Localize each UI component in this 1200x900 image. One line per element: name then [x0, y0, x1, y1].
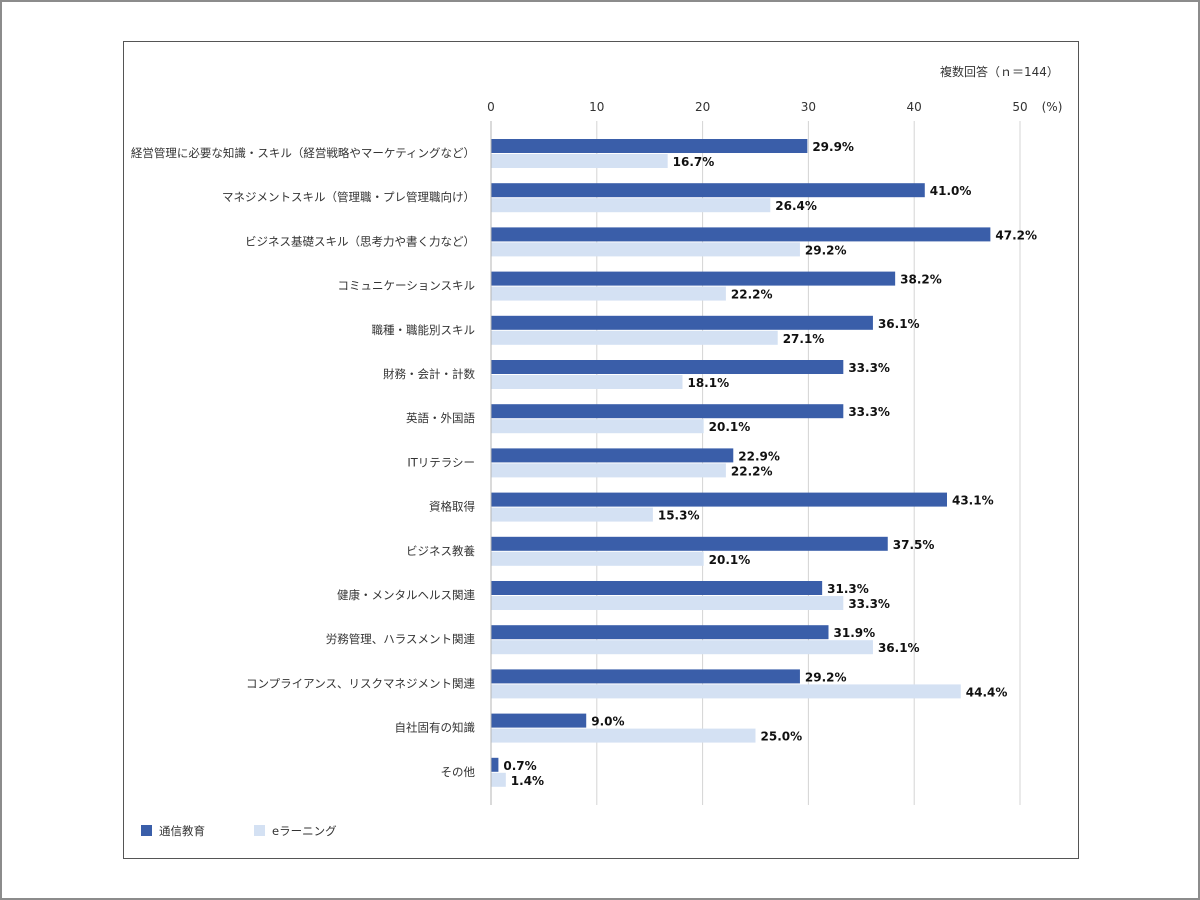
bar-series2: [491, 375, 683, 389]
data-label-series2: 15.3%: [658, 509, 700, 523]
bar-series1: [491, 183, 925, 198]
data-label-series2: 22.2%: [731, 288, 773, 302]
data-label-series1: 31.3%: [827, 582, 869, 596]
data-label-series1: 43.1%: [952, 494, 994, 508]
x-tick-label: 20: [695, 100, 710, 114]
data-label-series2: 25.0%: [761, 730, 803, 744]
data-label-series2: 20.1%: [709, 420, 751, 434]
bar-series1: [491, 227, 991, 242]
category-label: その他: [441, 765, 476, 779]
bar-series2: [491, 242, 800, 257]
data-label-series2: 33.3%: [848, 597, 890, 611]
bar-series1: [491, 492, 947, 507]
data-label-series2: 20.1%: [709, 553, 751, 567]
bar-series1: [491, 404, 844, 419]
category-label: 英語・外国語: [406, 411, 475, 425]
bar-series1: [491, 271, 896, 286]
data-label-series1: 37.5%: [893, 538, 935, 552]
bar-series1: [491, 581, 823, 595]
bar-series2: [491, 463, 726, 478]
data-label-series1: 22.9%: [738, 449, 780, 463]
category-label: 財務・会計・計数: [383, 367, 475, 381]
bar-series1: [491, 448, 734, 463]
bar-series1: [491, 625, 829, 640]
data-label-series1: 36.1%: [878, 317, 920, 331]
category-label: 職種・職能別スキル: [372, 323, 476, 337]
category-label: ビジネス基礎スキル（思考力や書く力など）: [245, 234, 475, 248]
bar-series2: [491, 154, 668, 168]
bar-series2: [491, 684, 961, 699]
data-label-series1: 9.0%: [591, 715, 624, 729]
bar-series2: [491, 640, 873, 655]
data-label-series2: 27.1%: [783, 332, 825, 346]
data-label-series1: 29.9%: [812, 140, 854, 154]
bar-series2: [491, 551, 704, 566]
category-label: ITリテラシー: [407, 455, 475, 469]
data-label-series2: 18.1%: [687, 376, 729, 390]
x-axis-unit-label: (%): [1042, 100, 1063, 114]
data-label-series1: 33.3%: [848, 405, 890, 419]
bar-series2: [491, 772, 506, 787]
category-label: 経営管理に必要な知識・スキル（経営戦略やマーケティングなど）: [131, 146, 475, 160]
data-label-series2: 16.7%: [673, 155, 715, 169]
response-note: 複数回答（ｎ＝144）: [940, 65, 1059, 79]
data-label-series2: 44.4%: [966, 685, 1008, 699]
bar-series2: [491, 286, 726, 301]
data-label-series1: 41.0%: [930, 184, 972, 198]
data-label-series2: 1.4%: [511, 774, 544, 788]
data-label-series1: 47.2%: [995, 228, 1037, 242]
category-label: 健康・メンタルヘルス関連: [337, 588, 475, 602]
bar-series2: [491, 330, 778, 345]
category-label: コンプライアンス、リスクマネジメント関連: [246, 676, 475, 690]
x-tick-label: 40: [907, 100, 922, 114]
category-label: 資格取得: [429, 500, 475, 514]
data-label-series2: 26.4%: [775, 199, 817, 213]
data-label-series2: 29.2%: [805, 243, 847, 257]
legend-swatch-series1: [141, 825, 152, 836]
bar-series1: [491, 669, 800, 684]
category-label: ビジネス教養: [406, 544, 475, 558]
data-label-series2: 36.1%: [878, 641, 920, 655]
bar-series2: [491, 728, 756, 743]
bar-series1: [491, 713, 587, 728]
x-tick-label: 0: [487, 100, 495, 114]
category-label: コミュニケーションスキル: [337, 279, 475, 293]
data-label-series1: 33.3%: [848, 361, 890, 375]
x-tick-label: 10: [589, 100, 604, 114]
x-tick-label: 30: [801, 100, 816, 114]
bar-series2: [491, 419, 704, 434]
data-label-series2: 22.2%: [731, 464, 773, 478]
data-label-series1: 29.2%: [805, 670, 847, 684]
category-label: 自社固有の知識: [395, 721, 476, 735]
bar-series2: [491, 507, 653, 522]
legend-label-series2: eラーニング: [272, 824, 337, 838]
legend-swatch-series2: [254, 825, 265, 836]
bar-series1: [491, 139, 808, 153]
data-label-series1: 0.7%: [503, 759, 536, 773]
chart-panel: [123, 41, 1079, 859]
legend-label-series1: 通信教育: [159, 824, 205, 838]
category-label: 労務管理、ハラスメント関連: [326, 632, 476, 646]
bar-series1: [491, 757, 499, 772]
bar-series1: [491, 536, 888, 551]
bar-series2: [491, 596, 844, 610]
category-label: マネジメントスキル（管理職・プレ管理職向け）: [222, 190, 475, 204]
bar-series2: [491, 198, 771, 213]
bar-series1: [491, 360, 844, 374]
bar-series1: [491, 315, 873, 330]
x-tick-label: 50: [1012, 100, 1027, 114]
data-label-series1: 31.9%: [834, 626, 876, 640]
data-label-series1: 38.2%: [900, 273, 942, 287]
